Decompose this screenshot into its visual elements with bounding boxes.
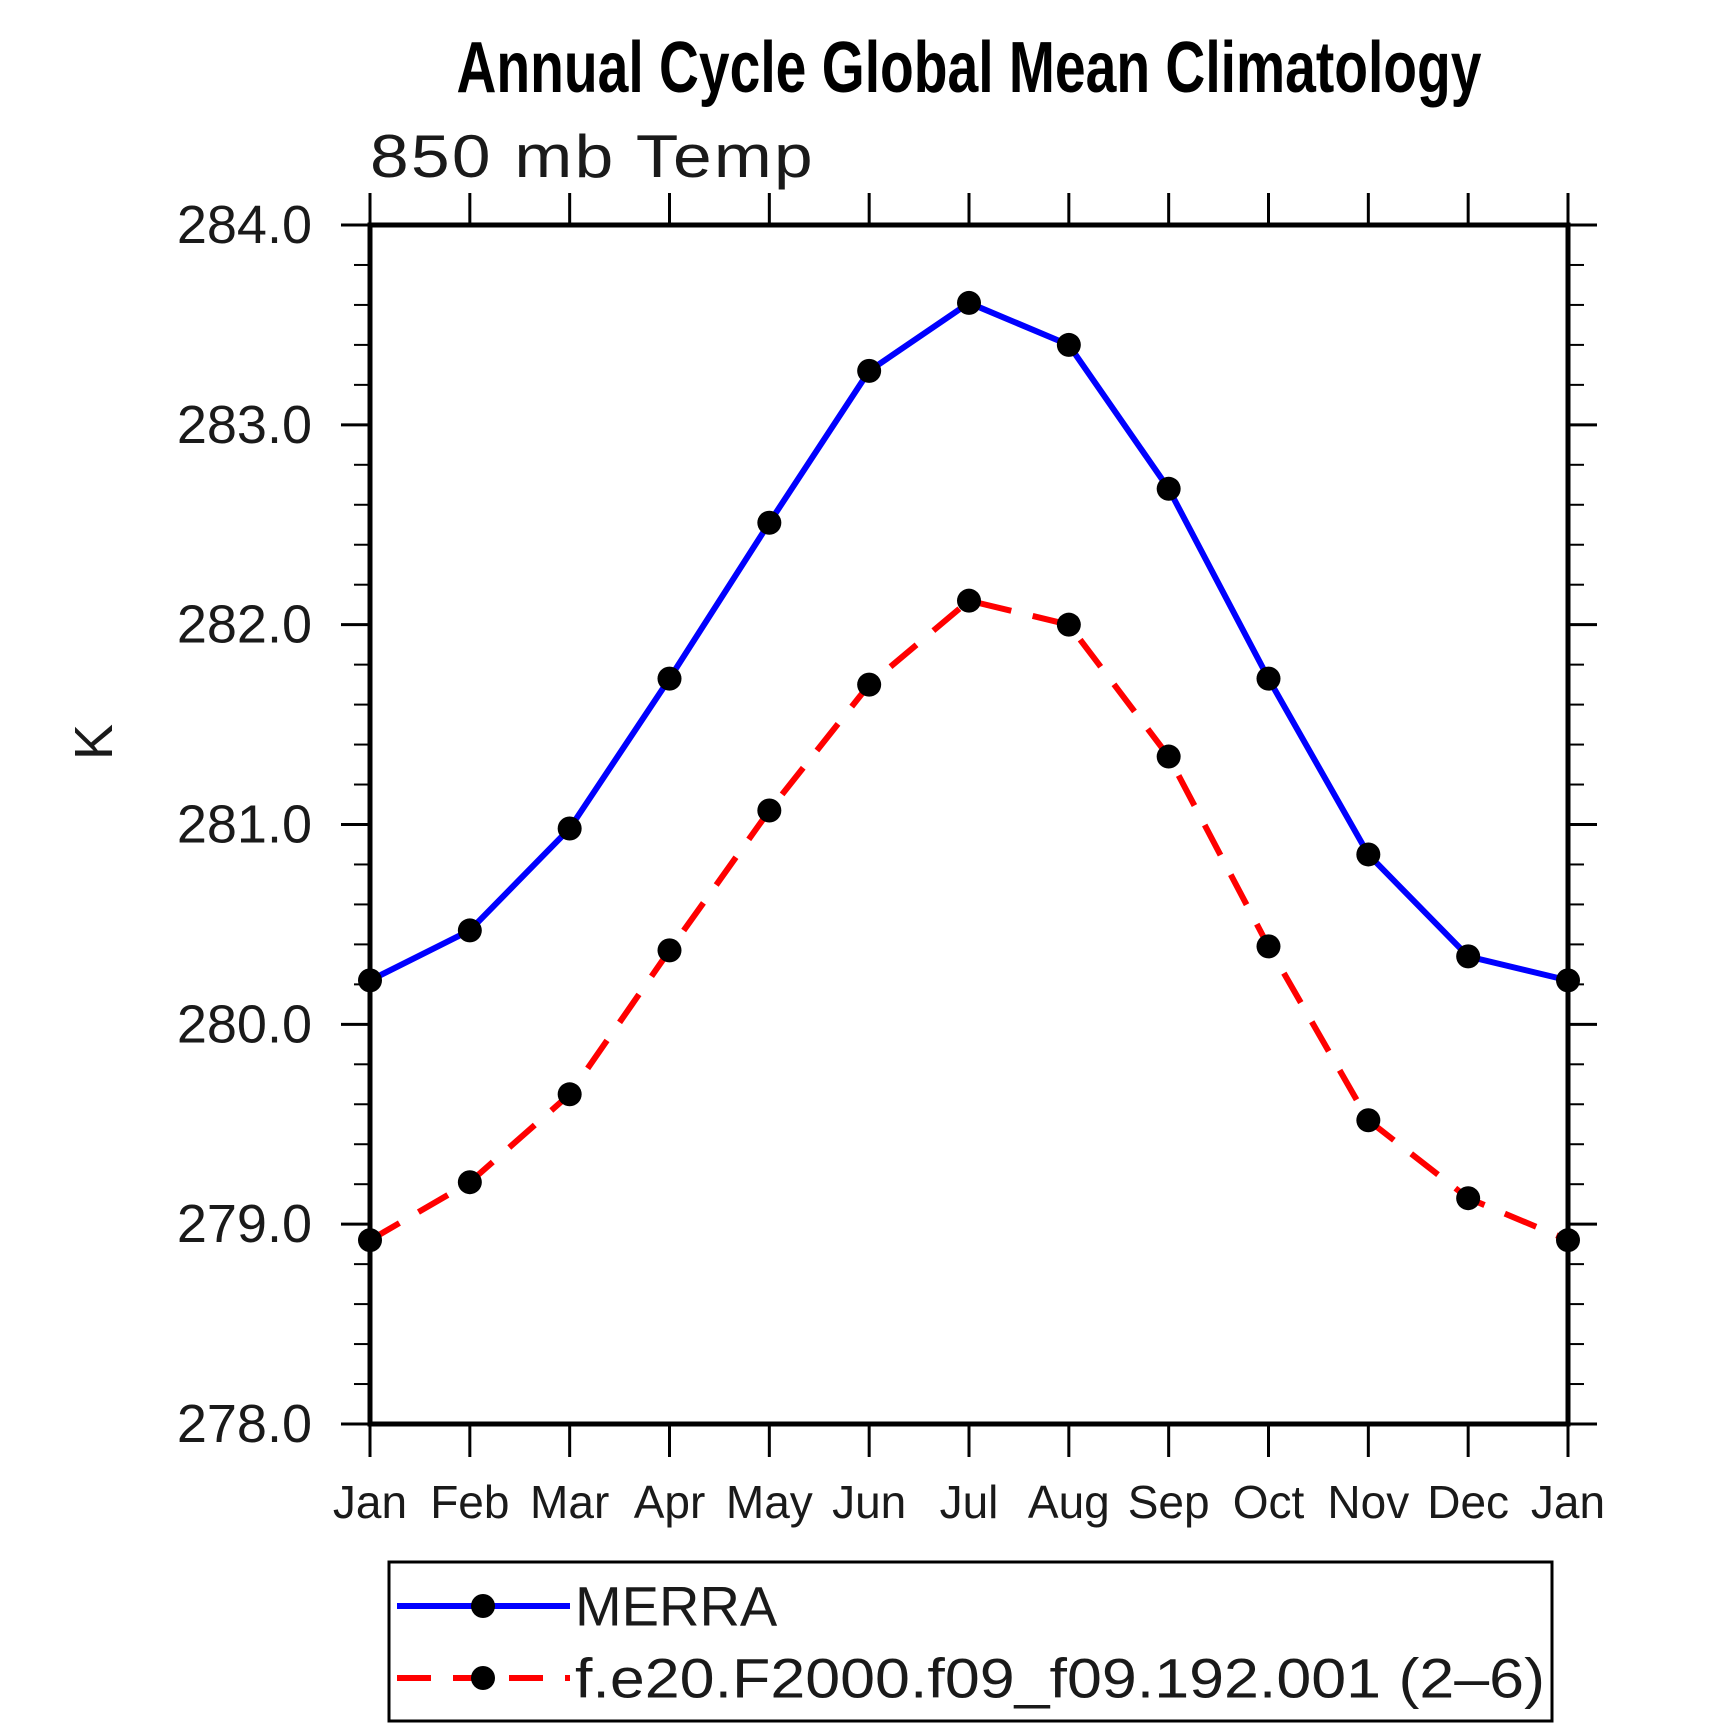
data-point-marker (757, 510, 782, 535)
y-tick-label: 281.0 (177, 795, 312, 855)
x-tick-label: May (726, 1476, 813, 1528)
data-point-marker (957, 290, 981, 315)
data-point-marker (457, 1170, 482, 1195)
data-point-marker (1056, 612, 1081, 637)
data-point-marker (557, 816, 582, 841)
data-point-marker (1556, 968, 1580, 993)
data-point-marker (1156, 744, 1181, 769)
y-tick-label: 283.0 (177, 395, 312, 455)
data-point-marker (957, 588, 981, 613)
x-tick-label: Apr (634, 1476, 706, 1528)
x-tick-label: Feb (430, 1476, 509, 1528)
x-tick-label: Aug (1028, 1476, 1110, 1528)
x-tick-label: Jun (832, 1476, 906, 1528)
data-point-marker (358, 1228, 382, 1253)
data-point-marker (1256, 934, 1281, 959)
data-point-marker (757, 798, 782, 823)
legend-box (387, 1560, 1554, 1723)
data-point-marker (1356, 1108, 1381, 1133)
data-point-marker (1556, 1228, 1580, 1253)
x-tick-label: Jan (333, 1476, 407, 1528)
data-point-marker (657, 938, 682, 963)
chart-title: Annual Cycle Global Mean Climatology (457, 28, 1482, 108)
data-point-marker (857, 672, 882, 697)
x-tick-label: Nov (1327, 1476, 1409, 1528)
x-tick-label: Sep (1128, 1476, 1210, 1528)
data-point-marker (657, 666, 682, 691)
y-tick-label: 284.0 (177, 195, 312, 255)
legend: MERRA f.e20.F2000.f09_f09.192.001 (2–6) (387, 1560, 1554, 1723)
plot-axes: Jan Feb Mar Apr May Jun Jul Aug Sep Oct Nov Dec Jan 2… (177, 193, 1605, 1528)
x-tick-label: Mar (530, 1476, 609, 1528)
plot-frame (367, 222, 1571, 1427)
x-tick-label: Jan (1531, 1476, 1605, 1528)
data-point-marker (1456, 1186, 1481, 1211)
chart-subtitle: 850 mb Temp (370, 123, 815, 190)
legend-marker-merra (471, 1594, 495, 1618)
series-line-model (368, 597, 1570, 1243)
legend-label-merra: MERRA (575, 1575, 778, 1638)
y-axis-unit-label: K (64, 724, 124, 760)
legend-marker-model (471, 1666, 495, 1690)
data-point-marker (1156, 476, 1181, 501)
y-tick-label: 279.0 (177, 1194, 312, 1254)
y-tick-label: 280.0 (177, 994, 312, 1054)
data-point-marker (557, 1082, 582, 1107)
data-point-marker (1456, 944, 1481, 969)
series-line-merra (368, 299, 1569, 984)
data-point-marker (857, 358, 882, 383)
y-tick-label: 282.0 (177, 595, 312, 655)
data-point-marker (358, 968, 382, 993)
y-tick-label: 278.0 (177, 1394, 312, 1454)
data-point-marker (1056, 332, 1081, 357)
x-tick-label: Jul (940, 1476, 999, 1528)
x-tick-label: Dec (1427, 1476, 1509, 1528)
data-series (358, 290, 1580, 1253)
data-point-marker (1356, 842, 1381, 867)
legend-label-model: f.e20.F2000.f09_f09.192.001 (2–6) (575, 1647, 1545, 1710)
x-tick-label: Oct (1233, 1476, 1305, 1528)
data-point-marker (457, 918, 482, 943)
data-point-marker (1256, 666, 1281, 691)
